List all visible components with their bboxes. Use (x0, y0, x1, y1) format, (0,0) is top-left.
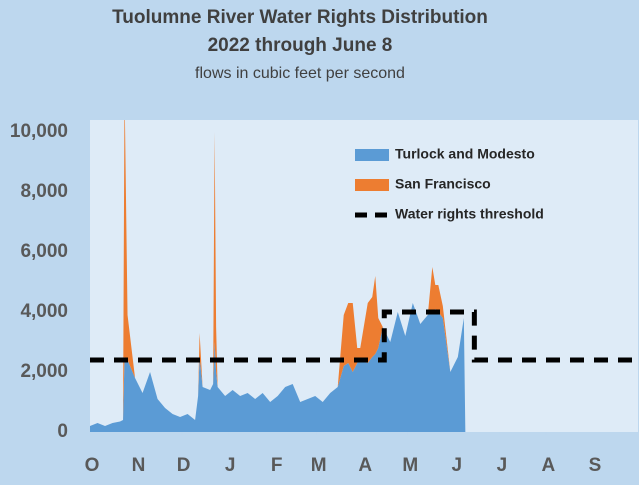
legend-swatch (355, 179, 389, 191)
x-tick-label: M (311, 455, 327, 476)
chart-title: 2022 through June 8 (208, 35, 393, 56)
legend-swatch (355, 149, 389, 161)
x-tick-label: A (358, 455, 372, 476)
x-tick-label: M (402, 455, 418, 476)
x-tick-label: D (177, 455, 191, 476)
x-tick-label: J (452, 455, 463, 476)
y-tick-label: 4,000 (20, 301, 68, 322)
x-tick-label: J (225, 455, 236, 476)
chart-title: Tuolumne River Water Rights Distribution (112, 7, 488, 28)
legend-label: Turlock and Modesto (395, 146, 535, 162)
y-tick-label: 0 (57, 421, 68, 442)
chart-subtitle: flows in cubic feet per second (195, 65, 405, 82)
plot (90, 120, 638, 432)
legend-label: Water rights threshold (395, 206, 544, 222)
area (90, 303, 466, 432)
y-tick-label: 8,000 (20, 181, 68, 202)
x-tick-label: J (497, 455, 508, 476)
x-tick-label: A (542, 455, 556, 476)
y-tick-label: 10,000 (10, 121, 68, 142)
legend-label: San Francisco (395, 176, 491, 192)
x-tick-label: O (85, 455, 100, 476)
y-tick-label: 2,000 (20, 361, 68, 382)
threshold-line (90, 309, 638, 363)
x-tick-label: F (271, 455, 283, 476)
y-tick-label: 6,000 (20, 241, 68, 262)
x-tick-label: N (132, 455, 146, 476)
area (90, 120, 466, 432)
x-tick-label: S (589, 455, 602, 476)
